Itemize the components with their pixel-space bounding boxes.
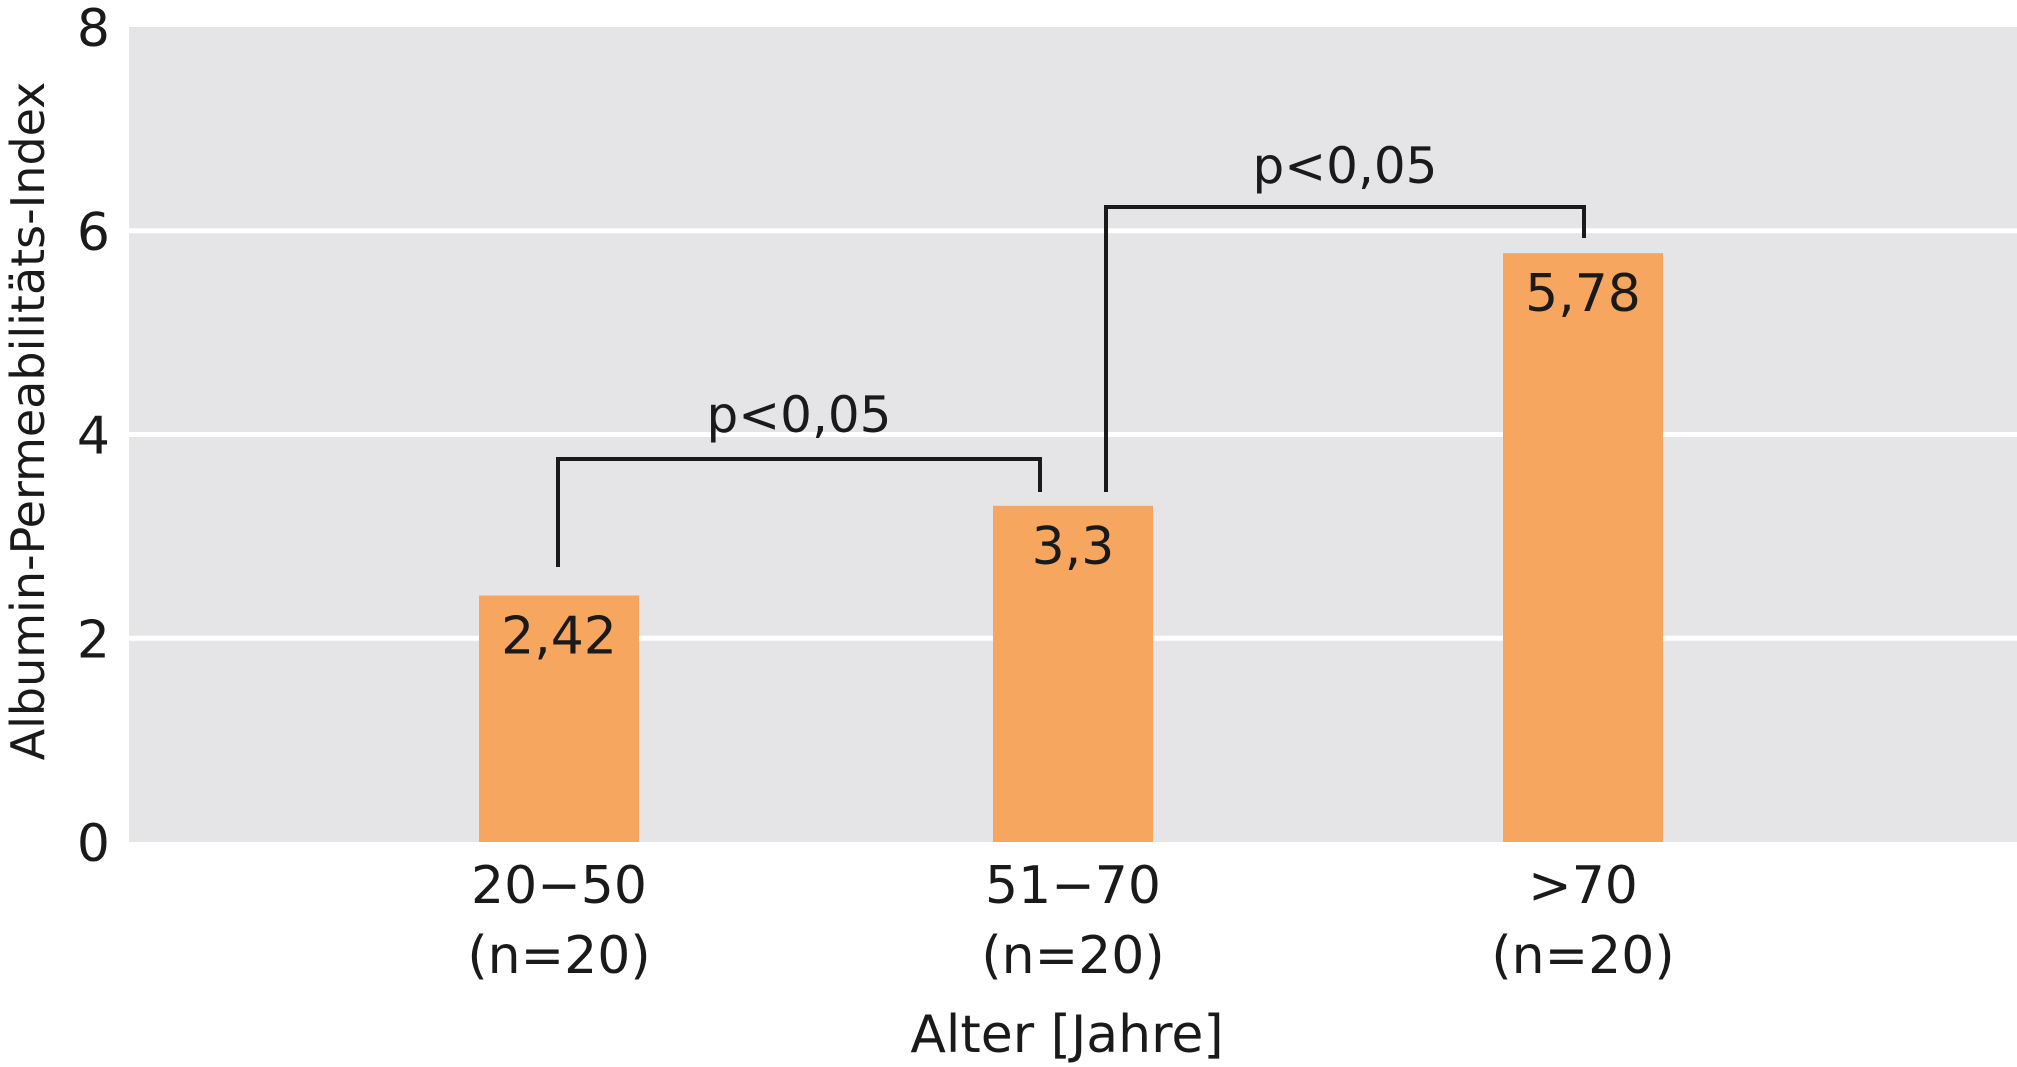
y-axis-ticks: 0 2 4 6 8: [77, 0, 110, 874]
bar: [1503, 253, 1663, 843]
x-tick-label: >70: [1528, 856, 1638, 916]
y-tick-label: 0: [77, 814, 110, 874]
y-axis-label: Albumin-Permeabilitäts-Index: [1, 82, 55, 761]
bar-value-label: 3,3: [1032, 517, 1115, 577]
y-tick-label: 8: [77, 0, 110, 59]
bar: [993, 505, 1153, 842]
x-axis-label: Alter [Jahre]: [910, 1005, 1223, 1065]
x-tick-label: 20−50: [471, 856, 647, 916]
x-tick-label: 51−70: [985, 856, 1161, 916]
significance-bracket: [556, 457, 1042, 567]
bars: 2,42 3,3 5,78: [479, 253, 1663, 843]
significance-bracket: [1104, 205, 1586, 492]
y-tick-label: 6: [77, 203, 110, 263]
x-tick-sublabel: (n=20): [981, 926, 1164, 986]
y-tick-label: 2: [77, 610, 110, 670]
significance-label: p<0,05: [1253, 137, 1438, 195]
bar-value-label: 2,42: [501, 606, 617, 666]
significance-label: p<0,05: [707, 386, 892, 444]
x-axis-ticks: 20−50 (n=20) 51−70 (n=20) >70 (n=20): [467, 856, 1674, 986]
y-tick-label: 4: [77, 407, 110, 467]
bar: [479, 595, 639, 842]
significance-brackets: p<0,05 p<0,05: [556, 137, 1586, 567]
bar-value-label: 5,78: [1525, 264, 1641, 324]
x-tick-sublabel: (n=20): [467, 926, 650, 986]
x-tick-sublabel: (n=20): [1491, 926, 1674, 986]
